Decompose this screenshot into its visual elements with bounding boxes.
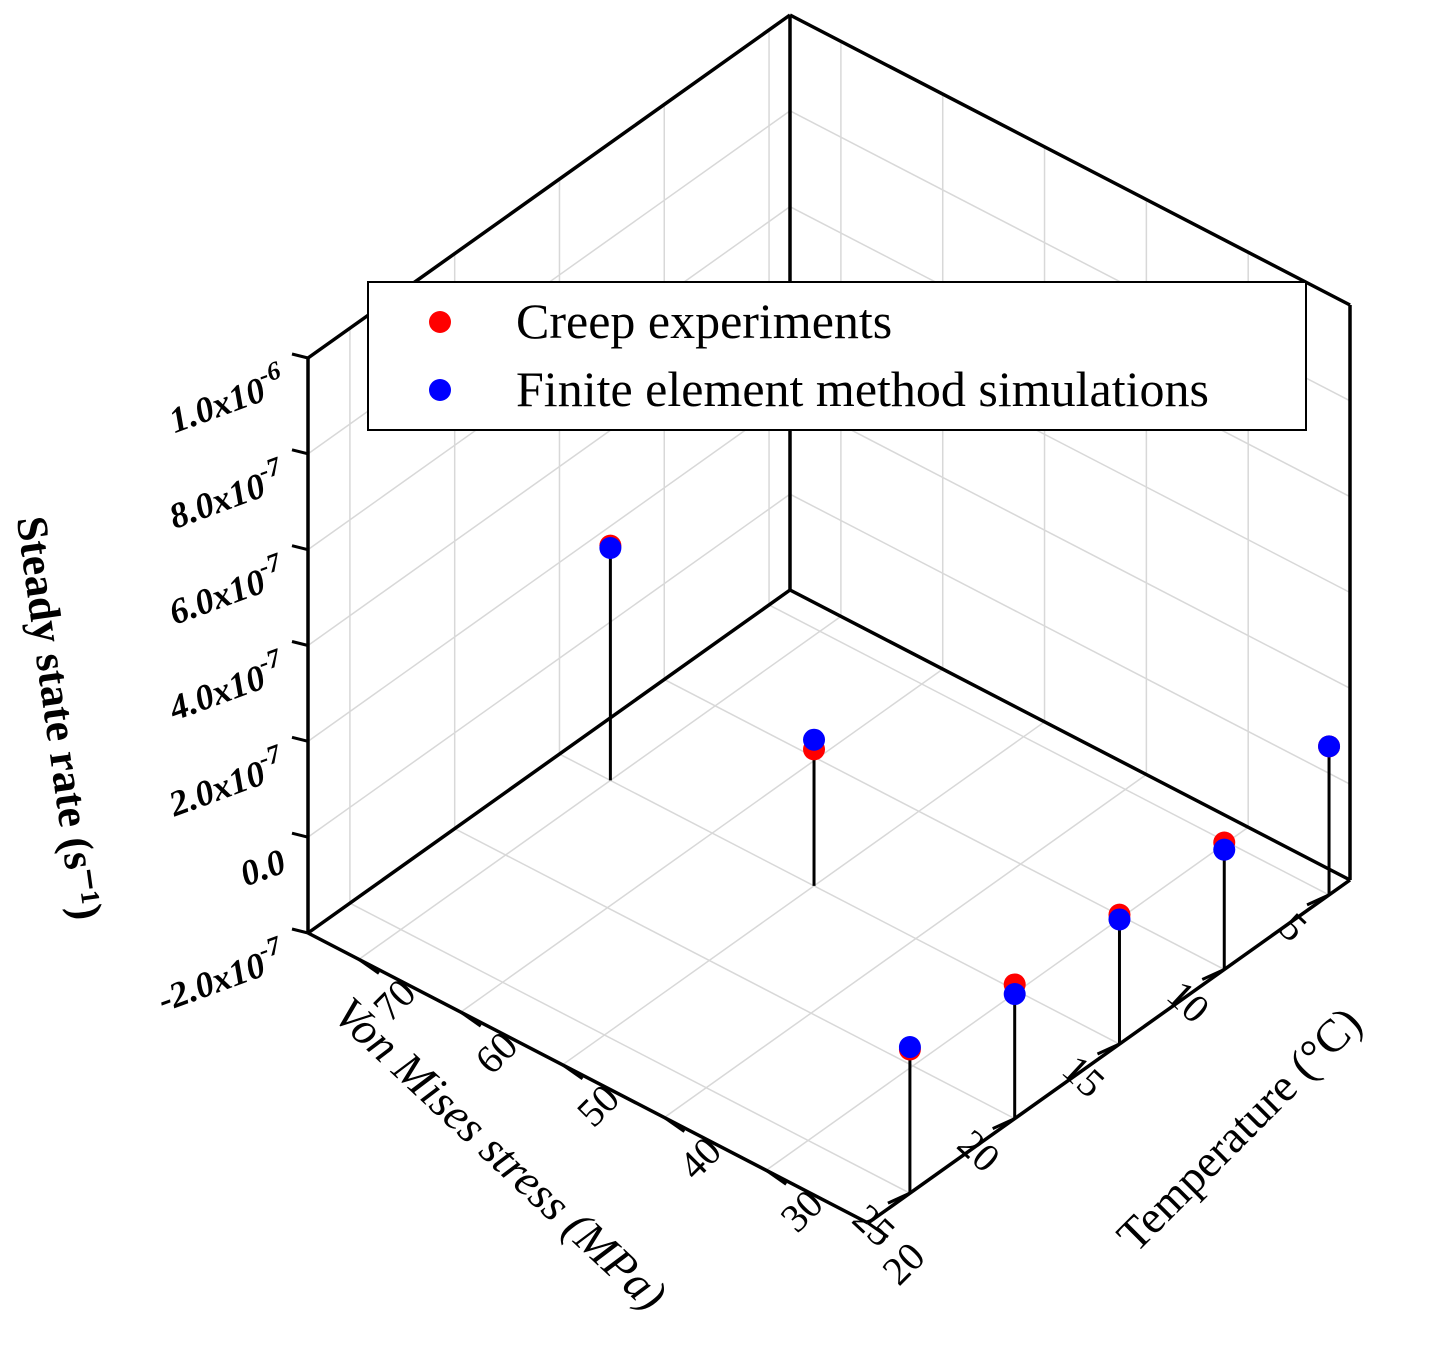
frame-line <box>789 13 1351 307</box>
x-tick <box>1201 968 1225 981</box>
wall-grid-line <box>307 397 791 742</box>
z-tick-label: 2.0x10-7 <box>160 738 291 824</box>
z-tick <box>291 544 309 552</box>
z-axis-title: Steady state rate (s⁻¹) <box>7 513 112 923</box>
grid-lines <box>307 14 1351 1224</box>
wall-grid-line <box>789 397 1351 689</box>
z-tick <box>291 927 309 935</box>
z-tick <box>291 640 309 647</box>
data-points <box>599 534 1341 1194</box>
legend-marker-creep <box>429 311 451 333</box>
x-tick <box>992 1117 1016 1130</box>
frame-line <box>306 588 792 935</box>
y-tick <box>358 958 380 975</box>
y-tick <box>459 1010 482 1028</box>
y-tick-label: 40 <box>670 1128 730 1188</box>
floor-grid-line <box>460 668 944 1013</box>
y-tick <box>561 1063 584 1081</box>
y-tick-label: 30 <box>772 1181 832 1241</box>
z-tick <box>291 448 309 456</box>
y-axis-title: Temperature (°C) <box>1107 997 1371 1261</box>
y-tick <box>867 1221 889 1239</box>
x-tick-label: 5 <box>1271 904 1316 951</box>
fem-point <box>898 1036 921 1059</box>
x-tick <box>1306 893 1330 907</box>
y-tick <box>765 1169 788 1186</box>
floor-grid-line <box>663 773 1147 1119</box>
z-tick <box>291 831 309 839</box>
legend: Creep experiments Finite element method … <box>367 281 1307 431</box>
y-tick-label: 60 <box>466 1022 526 1082</box>
z-tick-label: 0.0 <box>235 841 291 894</box>
fem-point <box>599 537 622 560</box>
floor-grid-line <box>562 721 1045 1066</box>
z-tick-label: 1.0x10-6 <box>161 355 290 440</box>
z-tick-label: -2.0x10-7 <box>150 930 292 1020</box>
fem-point <box>1108 908 1131 931</box>
z-tick-label: 4.0x10-7 <box>160 643 291 729</box>
legend-marker-fem <box>429 379 451 401</box>
y-tick <box>663 1116 686 1133</box>
x-tick <box>887 1191 911 1205</box>
fem-point <box>1318 735 1341 758</box>
x-tick <box>1096 1042 1121 1056</box>
floor-grid-line <box>358 615 842 960</box>
z-tick-label: 6.0x10-7 <box>161 547 291 633</box>
fem-point <box>1213 838 1236 861</box>
legend-box <box>367 281 1307 431</box>
floor-grid-line <box>663 678 1225 971</box>
legend-label-creep: Creep experiments <box>516 293 892 349</box>
z-tick <box>291 735 309 743</box>
floor-grid-line <box>768 604 1330 896</box>
z-tick-label: 8.0x10-7 <box>161 451 291 537</box>
wall-grid-line <box>789 493 1351 785</box>
wall-grid-line <box>307 493 791 838</box>
y-tick-label: 50 <box>568 1075 628 1135</box>
floor-grid-line <box>559 753 1120 1045</box>
floor-grid-line <box>454 827 1016 1120</box>
floor-grid-line <box>349 902 911 1194</box>
fem-point <box>803 728 826 751</box>
fem-point <box>1003 983 1026 1006</box>
y-axis-line <box>866 878 1352 1225</box>
frame-line <box>789 588 1351 882</box>
axis-frame <box>306 13 1352 1225</box>
z-tick <box>291 352 309 360</box>
legend-label-fem: Finite element method simulations <box>516 361 1209 417</box>
